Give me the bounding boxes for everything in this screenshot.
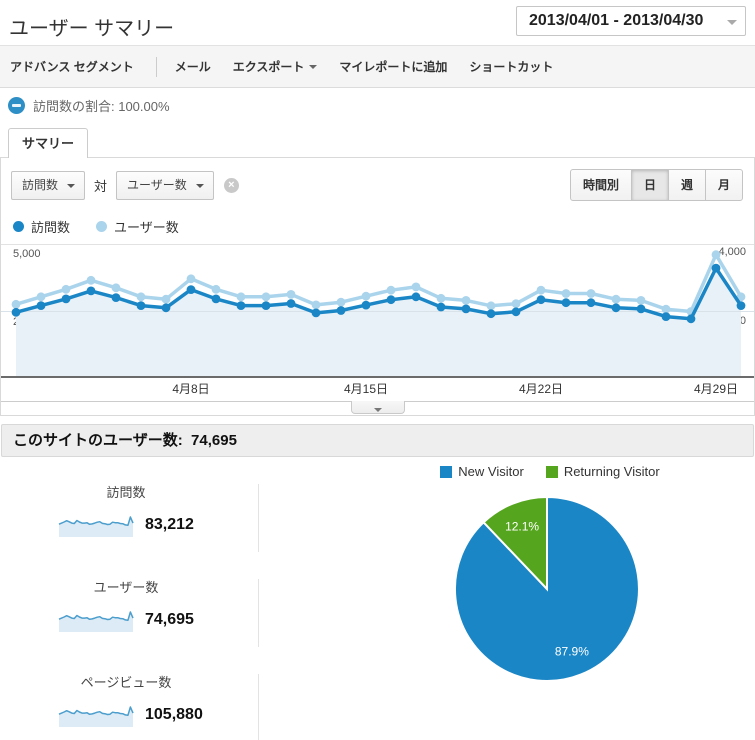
chart-legend: 訪問数 ユーザー数 — [13, 217, 205, 236]
metric-picker: 訪問数 対 ユーザー数 × — [11, 171, 239, 200]
x-axis-tick: 4月15日 — [343, 382, 389, 396]
chevron-down-icon — [374, 408, 382, 412]
metric-a-dropdown[interactable]: 訪問数 — [11, 171, 86, 200]
timeseries-svg — [1, 244, 754, 378]
close-icon[interactable]: × — [223, 178, 239, 193]
chart-panel: 訪問数 対 ユーザー数 × 時間別 日 週 月 訪問数 ユーザー数 5,000 … — [0, 157, 755, 416]
pie-slice-label: 12.1% — [505, 520, 539, 534]
toolbar: アドバンス セグメント メール エクスポート マイレポートに追加 ショートカット — [0, 45, 755, 88]
export-button[interactable]: エクスポート — [233, 58, 318, 75]
y-axis-right-tick: 4,000 — [718, 246, 746, 258]
column-divider — [258, 579, 259, 647]
banner-label: このサイトのユーザー数: — [13, 432, 183, 449]
granularity-month-button[interactable]: 月 — [704, 169, 743, 201]
pie-legend-label: New Visitor — [458, 464, 524, 479]
column-divider — [258, 674, 259, 740]
column-divider — [258, 484, 259, 552]
legend-label: ユーザー数 — [114, 220, 179, 235]
site-users-banner: このサイトのユーザー数: 74,695 — [1, 424, 754, 457]
chevron-down-icon — [727, 20, 737, 25]
x-axis-tick: 4月22日 — [518, 382, 564, 396]
metric-value: 83,212 — [145, 516, 194, 533]
date-range-selector[interactable]: 2013/04/01 - 2013/04/30 — [516, 6, 746, 36]
metric-a-label: 訪問数 — [22, 178, 59, 192]
metric-sparkline[interactable] — [57, 512, 135, 540]
metric-value: 105,880 — [145, 706, 203, 723]
legend-item-visits[interactable]: 訪問数 — [13, 217, 70, 236]
toolbar-divider — [155, 56, 157, 77]
banner-value: 74,695 — [191, 432, 237, 449]
pie-legend-item-returning: Returning Visitor — [545, 464, 660, 479]
granularity-group: 時間別 日 週 月 — [569, 169, 743, 201]
metric-b-label: ユーザー数 — [127, 178, 187, 192]
shortcut-button[interactable]: ショートカット — [469, 60, 554, 74]
granularity-hourly-button[interactable]: 時間別 — [569, 169, 632, 201]
timeseries-chart[interactable] — [1, 244, 754, 378]
y-axis-left-tick: 5,000 — [13, 248, 41, 260]
pie-svg: 87.9% 12.1% — [454, 495, 640, 682]
pie-legend: New Visitor Returning Visitor — [380, 464, 720, 479]
metric-sparkline[interactable] — [57, 607, 135, 635]
active-segment[interactable]: 訪問数の割合: 100.00% — [8, 96, 170, 115]
metric-label: 訪問数 — [106, 485, 146, 500]
pie-legend-item-new: New Visitor — [440, 464, 524, 479]
x-axis-tick: 4月8日 — [172, 382, 210, 396]
granularity-week-button[interactable]: 週 — [667, 169, 706, 201]
x-axis-tick: 4月29日 — [693, 382, 739, 396]
metric-sparkline[interactable] — [57, 702, 135, 730]
metric-b-dropdown[interactable]: ユーザー数 — [116, 171, 214, 200]
granularity-day-button[interactable]: 日 — [630, 169, 669, 201]
legend-swatch-icon — [545, 465, 558, 478]
metric-label: ユーザー数 — [93, 580, 159, 595]
chevron-down-icon — [309, 65, 318, 69]
legend-swatch-icon — [440, 465, 453, 478]
add-to-dashboard-button[interactable]: マイレポートに追加 — [339, 60, 448, 74]
page-title: ユーザー サマリー — [9, 18, 175, 40]
advanced-segments-button[interactable]: アドバンス セグメント — [10, 60, 134, 74]
legend-dot-icon — [13, 221, 24, 232]
legend-dot-icon — [96, 221, 108, 232]
legend-label: 訪問数 — [31, 220, 71, 235]
segment-circle-icon — [8, 97, 25, 114]
pie-slice-label: 87.9% — [555, 644, 589, 658]
tab-summary[interactable]: サマリー — [8, 128, 88, 158]
chevron-down-icon — [195, 184, 204, 188]
export-label: エクスポート — [232, 60, 305, 74]
segment-label: 訪問数の割合: 100.00% — [33, 99, 170, 114]
chevron-down-icon — [67, 184, 76, 188]
vs-label: 対 — [94, 179, 108, 194]
annotations-toggle-button[interactable] — [351, 401, 405, 414]
metric-label: ページビュー数 — [80, 675, 172, 690]
date-range-text: 2013/04/01 - 2013/04/30 — [529, 12, 704, 29]
pie-legend-label: Returning Visitor — [563, 464, 660, 479]
metric-value: 74,695 — [145, 611, 194, 628]
visitor-type-pie-chart: 87.9% 12.1% — [447, 489, 647, 689]
legend-item-users[interactable]: ユーザー数 — [96, 217, 179, 236]
email-button[interactable]: メール — [174, 60, 211, 74]
